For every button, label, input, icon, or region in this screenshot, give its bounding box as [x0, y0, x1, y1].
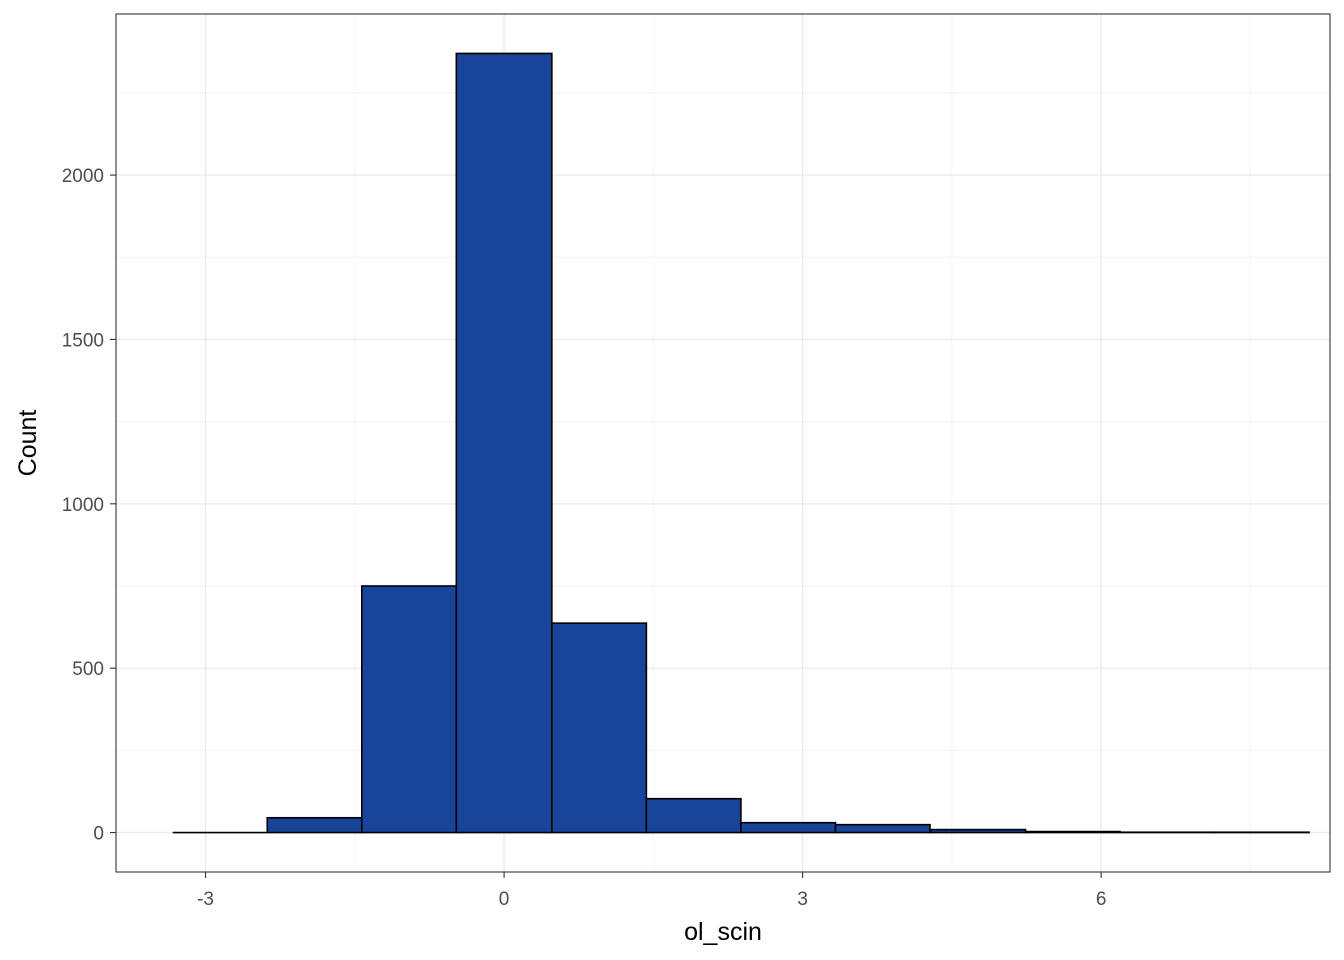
x-tick-label: 6 — [1096, 889, 1107, 910]
histogram-bar — [645, 797, 742, 834]
histogram-bar — [1024, 830, 1121, 834]
y-axis: 0 500 1000 1500 2000 — [62, 166, 116, 845]
panel-border — [115, 13, 1331, 873]
y-tick-label: 500 — [72, 659, 104, 680]
y-tick-label: 2000 — [62, 166, 104, 187]
y-tick-label: 1500 — [62, 330, 104, 351]
x-tick-label: 0 — [499, 889, 510, 910]
histogram-bars — [172, 52, 1310, 834]
x-axis-title: ol_scin — [684, 918, 762, 946]
histogram-bar — [266, 816, 363, 834]
histogram-bar — [929, 828, 1027, 834]
histogram-bar — [360, 585, 458, 834]
histogram-bar — [740, 821, 837, 834]
y-axis-title: Count — [14, 410, 42, 477]
y-tick-label: 1000 — [62, 495, 104, 516]
histogram-bar — [455, 52, 553, 834]
y-tick-label: 0 — [93, 824, 104, 845]
x-axis: -3 0 3 6 — [197, 872, 1106, 910]
histogram-bar — [551, 622, 648, 834]
x-tick-label: 3 — [797, 889, 808, 910]
x-tick-label: -3 — [197, 889, 214, 910]
histogram-bar — [834, 823, 931, 834]
